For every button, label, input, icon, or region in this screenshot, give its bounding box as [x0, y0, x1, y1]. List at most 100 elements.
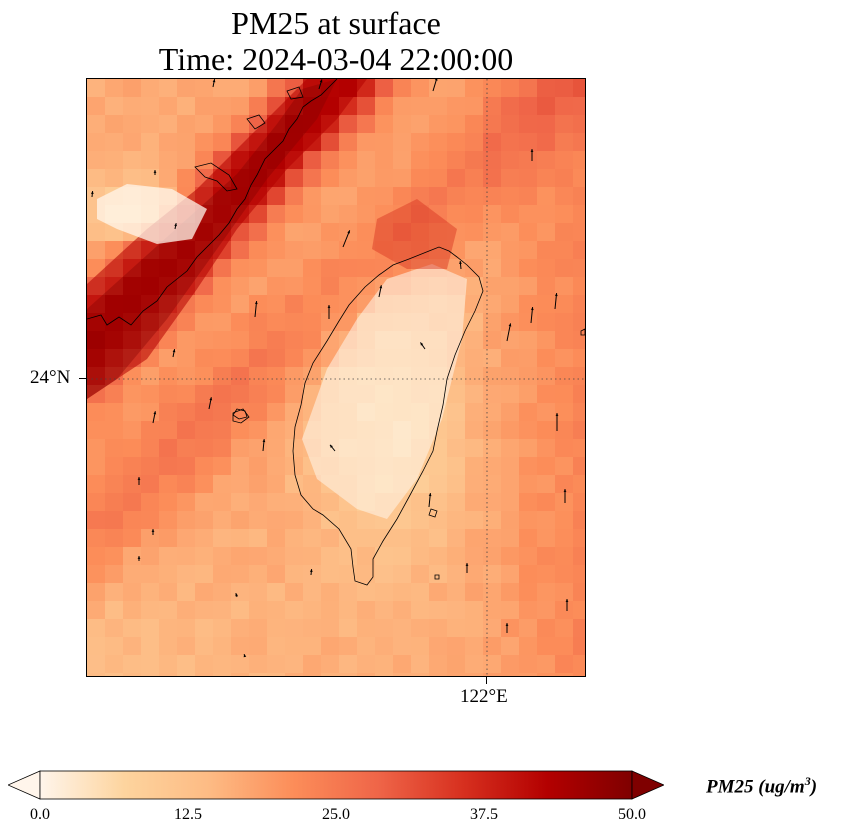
pm25-cell	[483, 547, 502, 566]
pm25-cell	[429, 637, 448, 656]
pm25-cell	[195, 421, 214, 440]
pm25-cell	[573, 205, 585, 224]
pm25-cell	[573, 565, 585, 584]
wind-arrow-head	[309, 569, 313, 573]
colorbar-extend-low	[8, 770, 41, 800]
pm25-cell	[195, 619, 214, 638]
pollution-core	[87, 79, 337, 399]
pm25-cell	[429, 475, 448, 494]
pm25-cell	[213, 313, 232, 332]
wind-vectors	[90, 79, 569, 658]
pm25-cell	[249, 97, 268, 116]
pm25-cell	[267, 673, 286, 676]
pm25-cell	[231, 367, 250, 386]
south-islet	[434, 574, 440, 580]
pm25-cell	[375, 223, 394, 242]
pm25-cell	[573, 295, 585, 314]
pm25-cell	[195, 403, 214, 422]
pm25-cell	[177, 619, 196, 638]
colorbar-label-close: )	[810, 776, 818, 798]
pm25-cell	[177, 565, 196, 584]
pm25-cell	[357, 529, 376, 548]
pm25-cell	[195, 79, 214, 98]
pm25-cell	[231, 583, 250, 602]
pm25-cell	[465, 673, 484, 676]
pm25-cell	[519, 133, 538, 152]
pm25-cell	[537, 169, 556, 188]
pm25-cell	[447, 403, 466, 422]
pm25-cell	[519, 421, 538, 440]
pm25-cell	[195, 475, 214, 494]
pm25-cell	[159, 565, 178, 584]
pm25-cell	[195, 349, 214, 368]
pm25-cell	[375, 583, 394, 602]
pm25-cell	[321, 619, 340, 638]
pm25-cell	[285, 259, 304, 278]
pm25-cell	[285, 673, 304, 676]
pm25-cell	[321, 223, 340, 242]
colorbar-tick-label: 12.5	[174, 806, 202, 823]
pm25-cell	[537, 565, 556, 584]
pm25-cell	[537, 133, 556, 152]
pm25-cell	[483, 205, 502, 224]
colorbar	[8, 770, 664, 800]
pm25-cell	[123, 511, 142, 530]
pm25-cell	[339, 295, 358, 314]
pm25-cell	[87, 601, 106, 620]
pm25-cell	[303, 169, 322, 188]
pm25-cell	[195, 673, 214, 676]
wind-arrow-head	[254, 301, 258, 305]
pm25-cell	[411, 187, 430, 206]
pm25-cell	[555, 673, 574, 676]
pm25-cell	[501, 79, 520, 98]
wind-arrow-head	[172, 349, 176, 353]
pm25-cell	[573, 673, 585, 676]
pm25-cell	[375, 565, 394, 584]
pm25-cell	[159, 601, 178, 620]
pm25-cell	[177, 367, 196, 386]
pm25-cell	[501, 151, 520, 170]
pm25-cell	[285, 529, 304, 548]
pm25-cell	[429, 439, 448, 458]
pm25-cell	[159, 511, 178, 530]
pm25-cell	[87, 511, 106, 530]
pm25-cell	[501, 601, 520, 620]
pm25-cell	[231, 97, 250, 116]
pm25-cell	[483, 403, 502, 422]
pm25-cell	[177, 655, 196, 674]
pm25-cell	[303, 529, 322, 548]
pm25-cell	[555, 583, 574, 602]
pm25-cell	[267, 547, 286, 566]
pm25-cell	[465, 97, 484, 116]
pm25-cell	[123, 439, 142, 458]
pm25-cell	[249, 241, 268, 260]
pm25-cell	[321, 187, 340, 206]
pm25-cell	[213, 493, 232, 512]
pm25-cell	[501, 97, 520, 116]
pm25-cell	[267, 637, 286, 656]
pm25-cell	[375, 655, 394, 674]
pm25-cell	[375, 601, 394, 620]
pm25-cell	[267, 583, 286, 602]
pm25-cell	[123, 115, 142, 134]
colorbar-label-exponent: 3	[804, 774, 811, 788]
pm25-cell	[501, 457, 520, 476]
pm25-cell	[483, 619, 502, 638]
pm25-cell	[519, 529, 538, 548]
pm25-cell	[87, 97, 106, 116]
pm25-cell	[375, 241, 394, 260]
pm25-cell	[573, 115, 585, 134]
pm25-cell	[87, 403, 106, 422]
pm25-cell	[555, 187, 574, 206]
pm25-cell	[339, 547, 358, 566]
pm25-cell	[483, 313, 502, 332]
pm25-cell	[267, 403, 286, 422]
pm25-cell	[141, 79, 160, 98]
pm25-cell	[231, 421, 250, 440]
pm25-cell	[465, 655, 484, 674]
pm25-cell	[519, 115, 538, 134]
pm25-cell	[267, 529, 286, 548]
pm25-cell	[321, 655, 340, 674]
pm25-cell	[213, 421, 232, 440]
pm25-cell	[501, 331, 520, 350]
